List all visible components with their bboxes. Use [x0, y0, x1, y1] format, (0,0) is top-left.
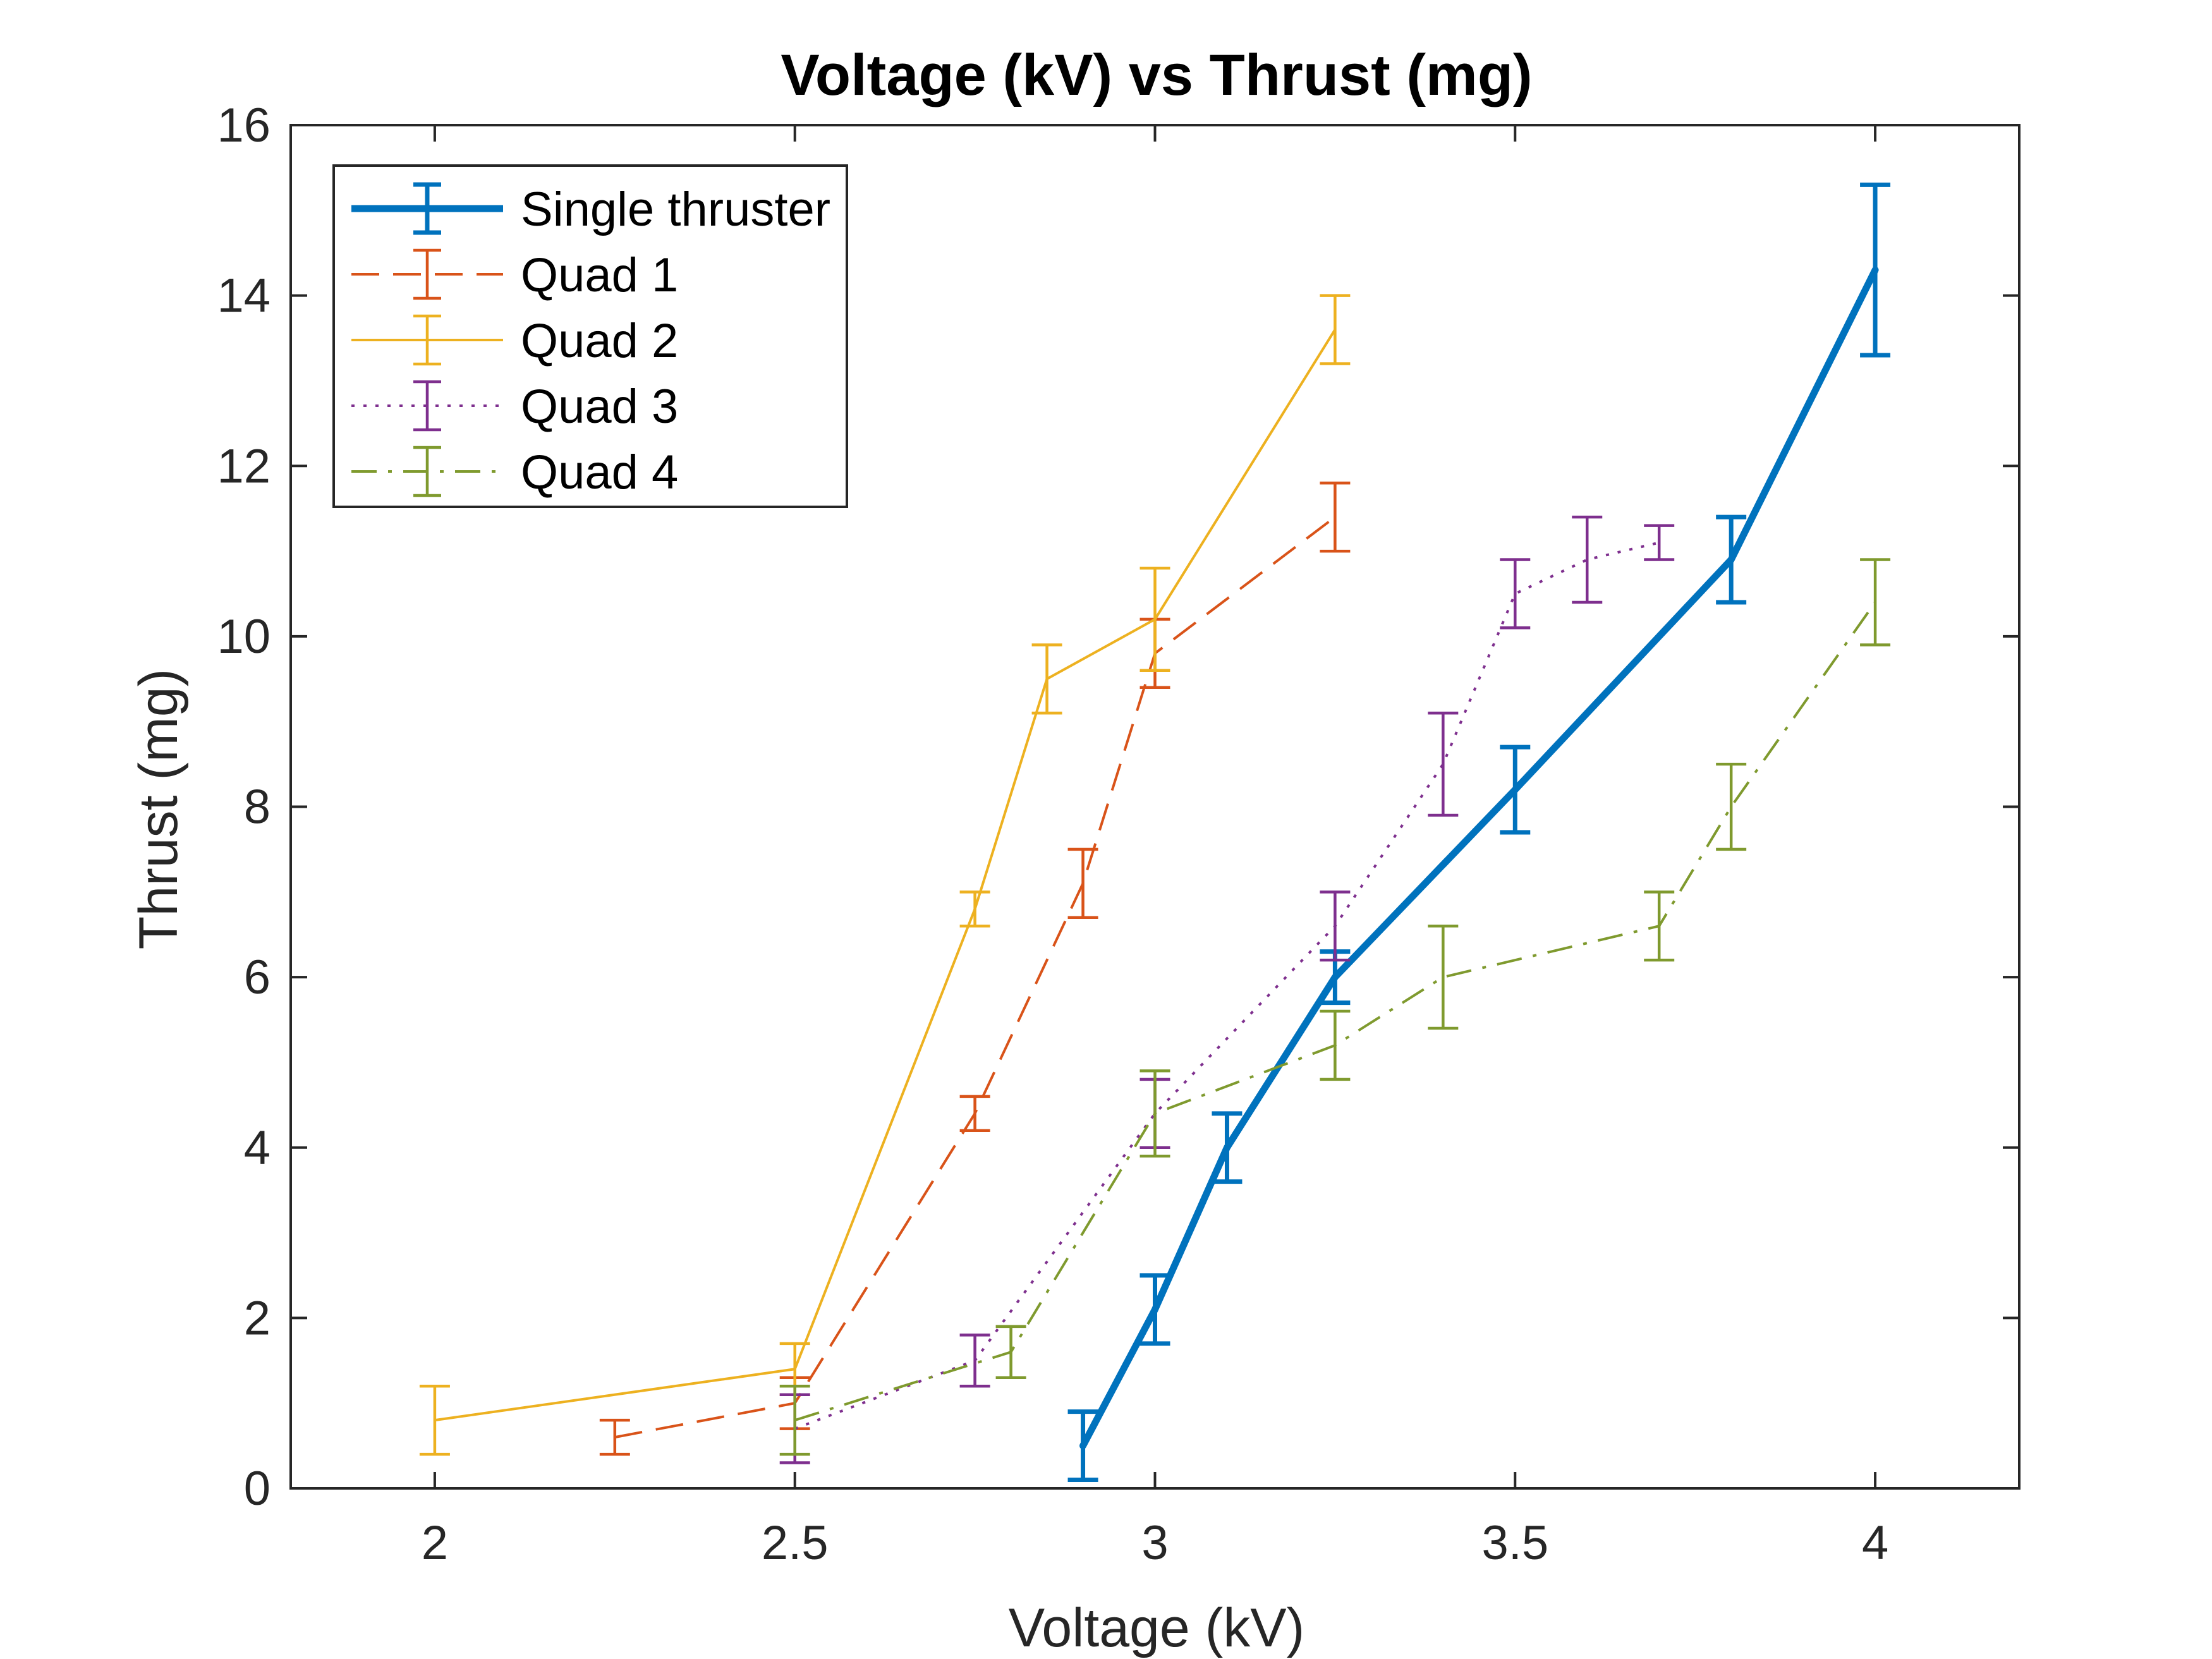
legend-entry-1: Single thruster — [351, 182, 830, 236]
y-tick-label: 0 — [244, 1462, 270, 1516]
legend-entry-3: Quad 2 — [351, 314, 678, 368]
x-tick-label: 3.5 — [1481, 1516, 1548, 1570]
error-bar — [1320, 890, 1351, 962]
legend: Single thruster Quad 1 Quad 2 Quad 3 Quad 4 — [332, 164, 848, 508]
error-bar — [1428, 924, 1459, 1030]
error-bar — [1716, 514, 1747, 605]
series-line — [433, 328, 1337, 1422]
legend-label: Quad 4 — [521, 446, 678, 499]
series-5 — [779, 558, 1891, 1456]
legend-entry-5: Quad 4 — [351, 446, 678, 499]
x-axis-label: Voltage (kV) — [1009, 1598, 1304, 1658]
error-bar — [1644, 524, 1675, 561]
error-bar — [959, 890, 990, 928]
x-tick-label: 3 — [1141, 1516, 1168, 1570]
y-tick-label: 12 — [217, 439, 270, 493]
y-tick-label: 16 — [217, 99, 270, 152]
legend-label: Single thruster — [521, 183, 830, 236]
y-tick-label: 10 — [217, 610, 270, 664]
series-line — [794, 541, 1660, 1430]
legend-label: Quad 2 — [521, 314, 678, 368]
legend-label: Quad 3 — [521, 380, 678, 434]
x-tick-label: 4 — [1862, 1516, 1888, 1570]
error-bar — [1067, 848, 1098, 920]
error-bar — [779, 1384, 810, 1456]
legend-label: Quad 1 — [521, 248, 678, 302]
y-tick-label: 4 — [244, 1121, 270, 1175]
error-bar — [959, 1095, 990, 1133]
series-3 — [419, 294, 1351, 1456]
x-tick-label: 2 — [422, 1516, 448, 1570]
error-bar — [1572, 515, 1603, 604]
error-bar — [995, 1325, 1026, 1379]
legend-entry-2: Quad 1 — [351, 248, 678, 302]
error-bar — [1139, 1273, 1170, 1346]
series-line — [614, 516, 1336, 1439]
y-axis-label: Thrust (mg) — [128, 669, 189, 949]
error-bar — [1139, 1069, 1170, 1158]
y-tick-label: 6 — [244, 951, 270, 1004]
error-bar — [1212, 1111, 1243, 1184]
error-bar — [1320, 481, 1351, 553]
error-bar — [1320, 1009, 1351, 1081]
series-layer — [419, 182, 1891, 1483]
error-bar — [1500, 558, 1531, 629]
error-bar — [1067, 1409, 1098, 1483]
series-line — [794, 601, 1876, 1422]
error-bar — [1320, 294, 1351, 365]
error-bar — [1716, 762, 1747, 851]
error-bar — [959, 1334, 990, 1388]
y-tick-label: 2 — [244, 1291, 270, 1345]
error-bar — [599, 1418, 630, 1456]
legend-box — [332, 164, 848, 508]
chart-title: Voltage (kV) vs Thrust (mg) — [781, 43, 1532, 107]
error-bar — [1139, 566, 1170, 672]
legend-entry-4: Quad 3 — [351, 380, 678, 434]
error-bar — [1860, 182, 1891, 358]
y-tick-label: 14 — [217, 269, 270, 323]
y-tick-label: 8 — [244, 781, 270, 834]
x-tick-label: 2.5 — [762, 1516, 829, 1570]
error-bar — [1644, 890, 1675, 962]
error-bar — [1500, 744, 1531, 835]
axes-layer: 2 2.5 3 3.5 4 0 2 4 6 8 10 12 14 16 — [217, 99, 2021, 1570]
error-bar — [1428, 711, 1459, 817]
error-bar — [419, 1384, 450, 1456]
error-bar — [1860, 558, 1891, 647]
error-bar — [1031, 643, 1062, 715]
